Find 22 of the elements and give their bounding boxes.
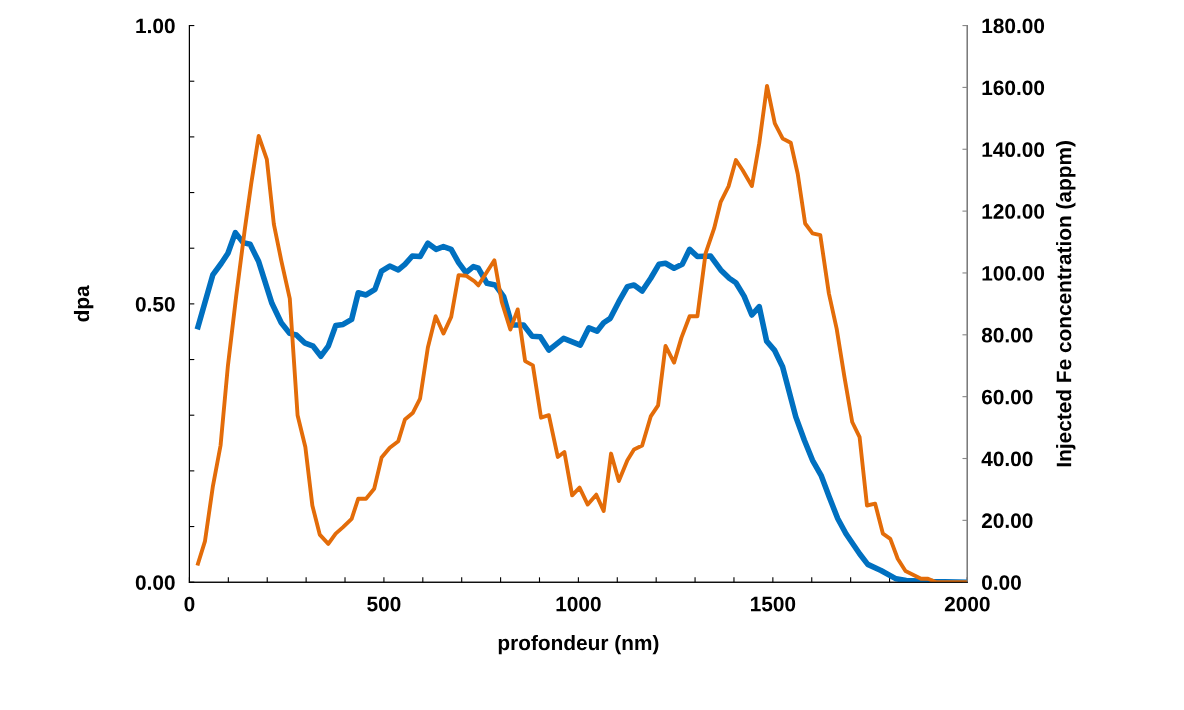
x-tick-label: 500 (367, 596, 401, 612)
y2-tick-label: 160.00 (982, 80, 1045, 96)
y2-tick-label: 60.00 (981, 389, 1033, 405)
x-tick-label: 2000 (944, 596, 990, 612)
x-tick-label: 0 (184, 596, 195, 612)
x-tick-label: 1000 (556, 596, 601, 612)
y2-tick-label: 0.00 (982, 575, 1021, 590)
y-tick-label: 0.00 (135, 575, 175, 590)
y2-tick-label: 40.00 (981, 451, 1033, 467)
y2-tick-label: 80.00 (981, 327, 1033, 343)
y2-tick-label: 180.00 (982, 18, 1045, 34)
x-axis-title: profondeur (nm) (498, 634, 659, 655)
y2-tick-label: 20.00 (981, 513, 1033, 529)
y-axis-title: dpa (73, 285, 94, 322)
y-tick-label: 0.50 (135, 296, 175, 312)
y2-axis-title: Injected Fe concentration (appm) (1056, 141, 1076, 467)
y2-tick-label: 100.00 (982, 265, 1045, 281)
x-tick-label: 1500 (751, 596, 796, 612)
line-series (196, 83, 968, 583)
y2-tick-label: 140.00 (982, 142, 1045, 158)
y2-tick-label: 120.00 (982, 204, 1045, 219)
y-tick-label: 1.00 (136, 18, 175, 34)
